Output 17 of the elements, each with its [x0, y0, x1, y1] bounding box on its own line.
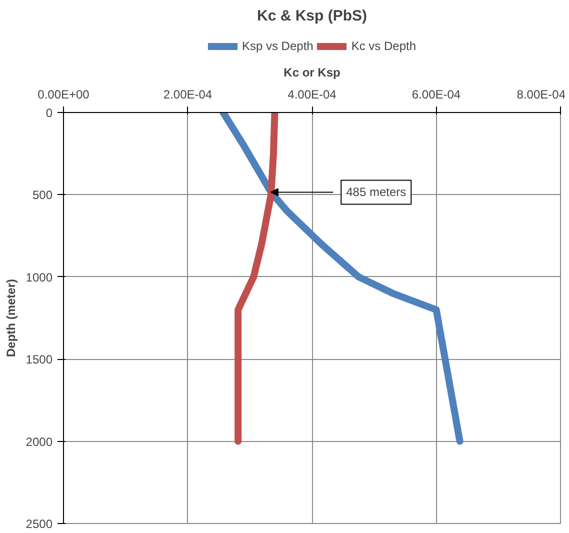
x-axis-title: Kc or Ksp [284, 66, 340, 80]
annotation: 485 meters [346, 185, 406, 200]
y-tick-label: 0 [46, 106, 53, 120]
x-tick-label: 4.00E-04 [288, 88, 337, 102]
legend-label: Ksp vs Depth [242, 38, 314, 52]
chart-title: Kc & Ksp (PbS) [256, 8, 368, 24]
y-tick-label: 1500 [26, 352, 53, 367]
y-tick-label: 500 [32, 188, 53, 202]
legend-label: Kc vs Depth [351, 38, 416, 52]
y-tick-label: 2000 [26, 434, 53, 449]
x-tick-label: 8.00E-04 [516, 88, 566, 102]
x-tick-label: 6.00E-04 [412, 88, 461, 102]
y-axis-title: Depth (meter) [4, 278, 18, 358]
x-tick-label: 0.00E+00 [38, 88, 90, 102]
x-tick-label: 2.00E-04 [163, 88, 212, 102]
y-tick-label: 1000 [26, 270, 53, 284]
y-tick-label: 2500 [26, 517, 53, 531]
